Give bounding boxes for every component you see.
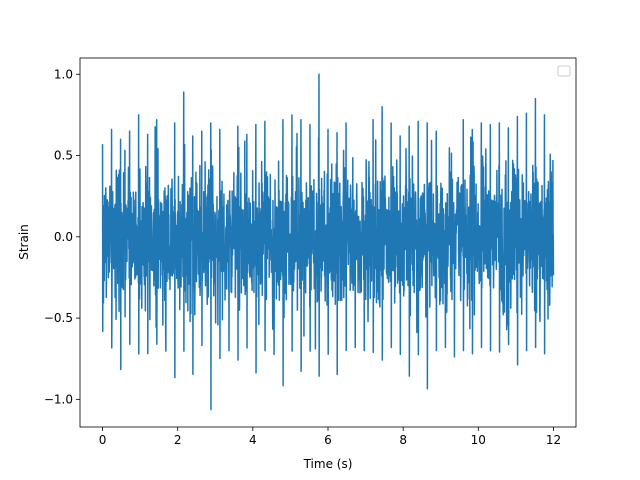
y-tick-label: 0.0: [54, 230, 73, 244]
x-tick-label: 6: [324, 433, 332, 447]
y-axis-label: Strain: [17, 224, 31, 260]
y-tick-label: 0.5: [54, 149, 73, 163]
x-tick-label: 12: [546, 433, 561, 447]
series-line-0: [101, 73, 555, 411]
y-tick-label: −0.5: [44, 311, 73, 325]
y-tick-label: −1.0: [44, 392, 73, 406]
x-tick-label: 10: [471, 433, 486, 447]
x-axis-label: Time (s): [303, 457, 353, 471]
y-tick-label: 1.0: [54, 67, 73, 81]
x-tick-label: 8: [399, 433, 407, 447]
x-tick-label: 4: [249, 433, 257, 447]
legend-box: [557, 65, 571, 77]
plot-area: [101, 73, 555, 411]
x-tick-label: 2: [174, 433, 182, 447]
axes: 0 2 4 6 8 10 12 −1.0 −0.5 0.0 0.5 1.0: [44, 57, 577, 447]
x-tick-label: 0: [99, 433, 107, 447]
